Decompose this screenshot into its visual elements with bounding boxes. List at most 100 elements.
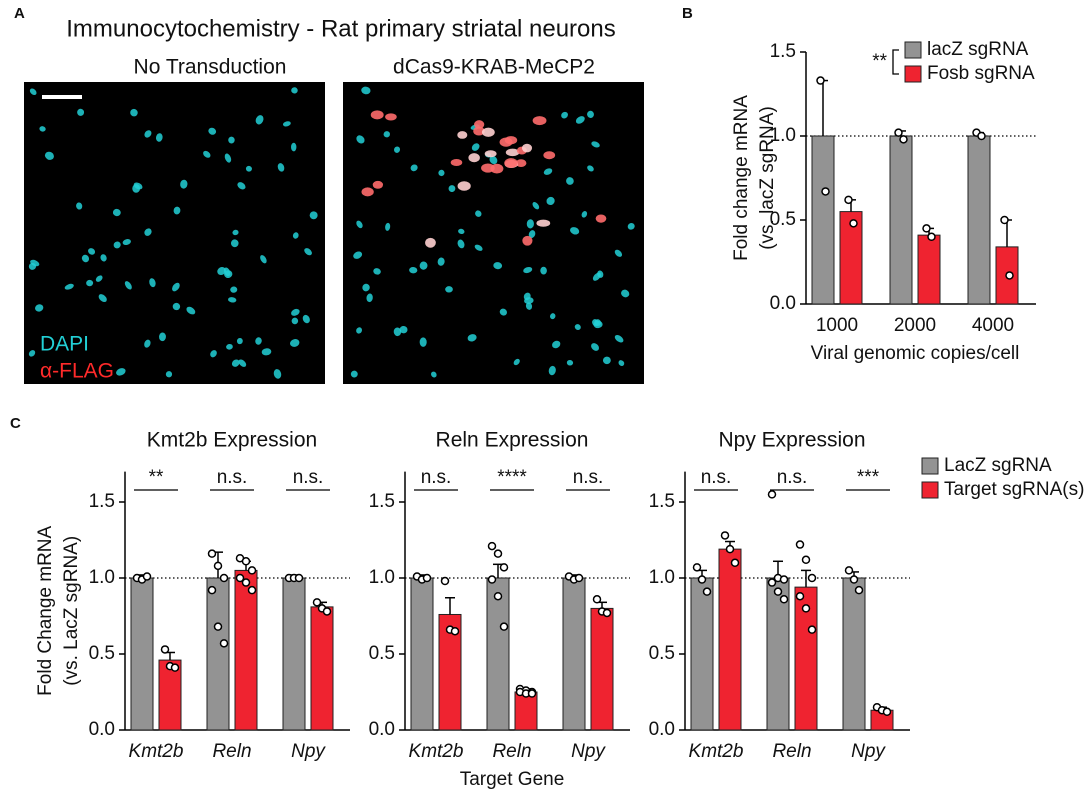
bar — [811, 135, 835, 305]
nucleus — [521, 143, 533, 153]
nucleus — [587, 110, 594, 118]
nucleus — [144, 130, 152, 138]
nucleus — [484, 150, 497, 158]
nucleus — [385, 113, 397, 121]
nucleus — [29, 88, 37, 95]
nucleus — [552, 340, 561, 349]
nucleus — [591, 343, 599, 351]
nucleus — [224, 153, 232, 163]
nucleus — [575, 116, 585, 124]
nucleus — [282, 121, 291, 127]
data-point — [697, 575, 707, 584]
y-tick-label: 1.0 — [369, 567, 395, 588]
data-point — [247, 585, 257, 595]
legend-label: lacZ sgRNA — [927, 39, 1029, 60]
nucleus — [513, 358, 520, 366]
nucleus — [566, 177, 574, 185]
nucleus — [81, 254, 90, 263]
y-axis-label: Fold change mRNA — [731, 95, 752, 261]
bar — [842, 577, 866, 731]
nucleus — [362, 283, 370, 292]
x-tick-label: 1000 — [816, 315, 858, 336]
data-point — [207, 549, 217, 558]
chart-title: Kmt2b Expression — [147, 429, 317, 452]
nucleus — [536, 219, 551, 227]
nucleus — [217, 267, 226, 275]
nucleus — [231, 359, 240, 367]
x-tick-label: 4000 — [972, 315, 1014, 336]
bar — [590, 607, 614, 731]
nucleus — [581, 211, 588, 218]
data-point — [927, 232, 936, 242]
nucleus — [361, 187, 374, 197]
data-point — [241, 557, 251, 566]
data-point — [487, 575, 497, 584]
data-point — [977, 131, 986, 141]
data-point — [422, 573, 432, 583]
nucleus — [291, 142, 297, 152]
significance: n.s. — [777, 467, 808, 488]
x-tick-label: Reln — [492, 741, 531, 762]
nucleus — [228, 297, 237, 303]
data-point — [142, 572, 152, 581]
y-tick-label: 1.5 — [369, 491, 395, 512]
nucleus — [291, 308, 300, 316]
nucleus — [309, 211, 318, 220]
nucleus — [561, 111, 568, 119]
nucleus — [475, 210, 482, 217]
data-point — [241, 578, 251, 587]
nucleus — [627, 222, 635, 230]
nucleus — [523, 266, 533, 274]
data-point — [213, 561, 223, 571]
nucleus — [499, 308, 507, 316]
y-axis-label: (vs. lacZ sgRNA) — [757, 106, 778, 250]
legend-swatch — [904, 41, 922, 59]
nucleus — [570, 227, 580, 235]
nucleus — [550, 313, 556, 320]
data-point — [849, 575, 859, 584]
bar — [486, 577, 510, 731]
nucleus — [30, 259, 40, 267]
nucleus — [35, 304, 44, 312]
x-axis-label: Viral genomic copies/cell — [811, 343, 1020, 364]
nucleus — [493, 262, 503, 270]
nucleus — [245, 165, 252, 172]
nucleus — [621, 289, 630, 298]
nucleus — [186, 306, 196, 315]
data-point — [487, 541, 497, 551]
data-point — [767, 490, 777, 499]
data-point — [849, 219, 858, 228]
data-point — [801, 604, 811, 613]
x-tick-label: 2000 — [894, 315, 936, 336]
data-point — [499, 563, 509, 572]
micrograph — [24, 82, 325, 384]
nucleus — [172, 302, 181, 311]
data-point — [844, 566, 854, 575]
bar — [234, 569, 258, 731]
nucleus — [515, 159, 527, 168]
nucleus — [237, 182, 246, 190]
nucleus — [548, 365, 556, 376]
nucleus — [393, 327, 402, 337]
bar — [310, 606, 334, 731]
y-tick-label: 0.5 — [89, 643, 115, 664]
nucleus — [448, 185, 456, 193]
nucleus — [130, 108, 138, 117]
significance: n.s. — [293, 467, 324, 488]
significance: ** — [872, 51, 887, 72]
nucleus — [255, 115, 264, 125]
significance: n.s. — [573, 467, 604, 488]
nucleus — [471, 143, 480, 151]
nucleus — [370, 110, 384, 120]
nucleus — [528, 230, 536, 239]
nucleus — [383, 131, 390, 138]
x-axis-label: Target Gene — [460, 769, 565, 790]
nucleus — [523, 292, 531, 301]
nucleus — [39, 126, 46, 132]
data-point — [779, 575, 789, 584]
data-point — [160, 645, 170, 654]
nucleus — [592, 272, 601, 281]
nucleus — [543, 168, 553, 175]
bar — [282, 577, 306, 731]
nucleus — [112, 208, 121, 217]
